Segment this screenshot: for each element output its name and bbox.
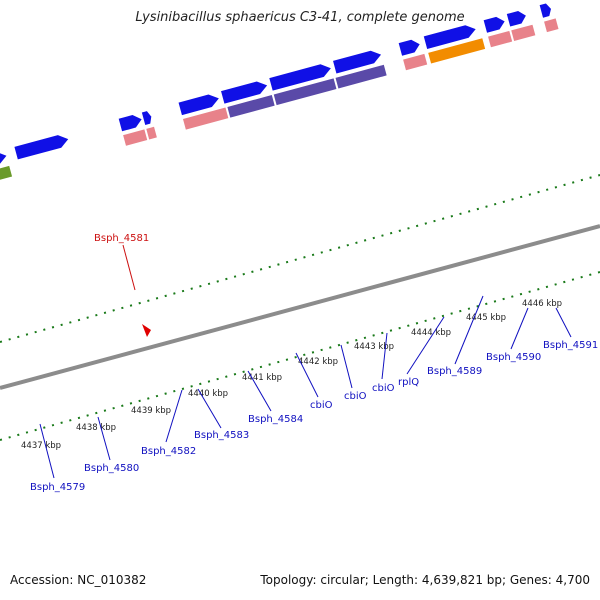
gene-arrow-i[interactable]	[333, 48, 383, 74]
cds-orange[interactable]	[428, 38, 486, 64]
scale-label-4437: 4437 kbp	[21, 441, 61, 451]
cds-purple-2[interactable]	[273, 78, 337, 106]
rrna-pink-1[interactable]	[123, 129, 148, 146]
gene-arrow-k[interactable]	[423, 23, 478, 49]
scale-label-4446: 4446 kbp	[522, 299, 562, 309]
gene-arrow-n[interactable]	[539, 3, 553, 18]
outer-dotted-track	[0, 174, 600, 343]
leader-lines	[39, 295, 572, 479]
gene-features	[0, 3, 559, 187]
topology-label: Topology: circular; Length: 4,639,821 bp…	[260, 573, 590, 587]
gene-label-Bsph_4584[interactable]: Bsph_4584	[248, 414, 303, 425]
accession-label: Accession: NC_010382	[10, 573, 147, 587]
gene-label-Bsph_4579[interactable]: Bsph_4579	[30, 482, 85, 493]
scale-label-4438: 4438 kbp	[76, 423, 116, 433]
cds-purple-1[interactable]	[227, 95, 275, 118]
genome-title: Lysinibacillus sphaericus C3-41, complet…	[135, 10, 465, 25]
red-pointer-marker[interactable]	[142, 324, 151, 337]
gene-label-Bsph_4582[interactable]: Bsph_4582	[141, 446, 196, 457]
rrna-pink-3[interactable]	[182, 107, 229, 130]
gene-arrow-l[interactable]	[483, 15, 507, 33]
rrna-pink-4[interactable]	[403, 53, 428, 71]
scale-label-4444: 4444 kbp	[411, 328, 451, 338]
gene-arrow-d[interactable]	[118, 113, 144, 132]
gene-label-cbiO-3[interactable]: cbiO	[372, 383, 395, 394]
cds-olive[interactable]	[0, 165, 13, 187]
scale-label-4445: 4445 kbp	[466, 313, 506, 323]
scale-label-4443: 4443 kbp	[354, 342, 394, 352]
scale-label-4441: 4441 kbp	[242, 373, 282, 383]
rrna-pink-6[interactable]	[511, 24, 536, 42]
gene-label-Bsph_4591[interactable]: Bsph_4591	[543, 340, 598, 351]
gene-arrow-c[interactable]	[14, 133, 70, 160]
scale-label-4439: 4439 kbp	[131, 406, 171, 416]
gene-label-Bsph_4580[interactable]: Bsph_4580	[84, 463, 139, 474]
gene-label-Bsph_4589[interactable]: Bsph_4589	[427, 366, 482, 377]
gene-label-Bsph_4581[interactable]: Bsph_4581	[94, 233, 149, 244]
gene-arrow-g[interactable]	[221, 79, 269, 104]
gene-label-Bsph_4583[interactable]: Bsph_4583	[194, 430, 249, 441]
gene-label-Bsph_4590[interactable]: Bsph_4590	[486, 352, 541, 363]
gene-arrow-f[interactable]	[178, 92, 221, 116]
cds-purple-3[interactable]	[335, 64, 387, 89]
rrna-pink-7[interactable]	[544, 18, 559, 33]
genome-backbone	[0, 224, 600, 390]
gene-label-cbiO-2[interactable]: cbiO	[344, 391, 367, 402]
leader-line-Bsph_4581	[122, 244, 136, 291]
scale-label-4442: 4442 kbp	[298, 357, 338, 367]
gene-label-rplQ[interactable]: rplQ	[398, 377, 419, 388]
rrna-pink-2[interactable]	[146, 126, 157, 140]
rrna-pink-5[interactable]	[488, 30, 513, 48]
gene-arrow-j[interactable]	[398, 38, 422, 56]
gene-arrow-e[interactable]	[141, 110, 153, 126]
gene-arrow-m[interactable]	[506, 9, 528, 27]
gene-arrow-h[interactable]	[269, 62, 332, 91]
gene-label-cbiO-1[interactable]: cbiO	[310, 400, 333, 411]
scale-label-4440: 4440 kbp	[188, 389, 228, 399]
